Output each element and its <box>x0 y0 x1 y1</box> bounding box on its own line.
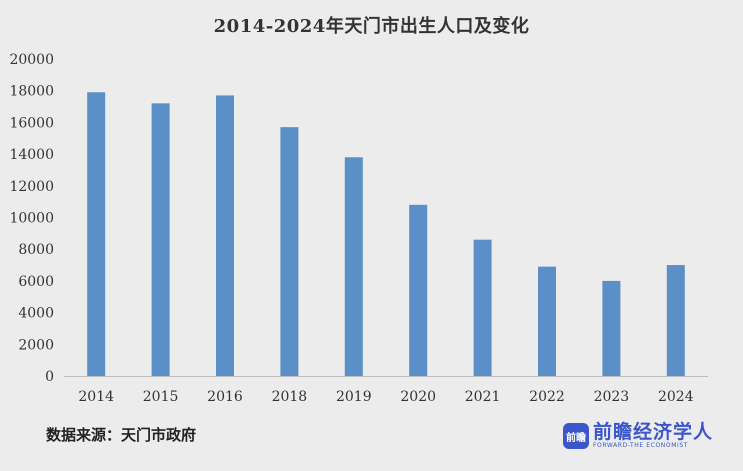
x-tick-label: 2022 <box>529 389 565 405</box>
bar-2022 <box>538 266 556 376</box>
y-tick-label: 2000 <box>18 337 54 353</box>
logo-mark-icon: 前瞻 <box>563 423 589 449</box>
x-tick-label: 2020 <box>400 389 436 405</box>
x-tick-label: 2015 <box>143 389 179 405</box>
x-tick-label: 2023 <box>594 389 630 405</box>
bar-2024 <box>666 265 685 376</box>
bar-2018 <box>280 127 299 376</box>
y-axis: 0 2000 4000 6000 8000 10000 12000 14000 16000 180… <box>9 52 54 385</box>
y-tick-label: 0 <box>45 369 54 385</box>
brand-logo: 前瞻 前瞻经济学人 FORWARD-THE ECONOMIST <box>563 419 713 453</box>
x-tick-label: 2019 <box>336 389 372 405</box>
y-tick-label: 10000 <box>9 211 54 227</box>
bar-2019 <box>344 157 363 376</box>
y-tick-label: 20000 <box>9 52 54 68</box>
bar-2023 <box>602 280 621 376</box>
bar-2021 <box>473 239 492 376</box>
data-source-note: 数据来源：天门市政府 <box>46 426 197 444</box>
x-tick-label: 2018 <box>272 389 308 405</box>
y-tick-label: 18000 <box>9 84 54 100</box>
y-tick-label: 6000 <box>18 274 54 290</box>
x-tick-label: 2024 <box>658 389 694 405</box>
x-tick-label: 2021 <box>465 389 501 405</box>
bar-2014 <box>87 92 106 376</box>
y-tick-label: 14000 <box>9 147 54 163</box>
logo-tagline: FORWARD-THE ECONOMIST <box>593 442 689 449</box>
logo-name: 前瞻经济学人 <box>593 421 714 443</box>
y-tick-label: 16000 <box>9 115 54 131</box>
bar-series <box>87 92 685 376</box>
y-tick-label: 8000 <box>18 242 54 258</box>
chart-title: 2014-2024年天门市出生人口及变化 <box>213 16 530 37</box>
bar-chart: 0 2000 4000 6000 8000 10000 12000 14000 16000 180… <box>9 52 708 405</box>
y-tick-label: 12000 <box>9 179 54 195</box>
bar-2015 <box>151 103 170 376</box>
y-tick-label: 4000 <box>18 306 54 322</box>
x-tick-label: 2016 <box>207 389 243 405</box>
x-axis: 2014 2015 2016 2018 2019 2020 2021 2022 2023 2024 <box>64 376 708 405</box>
x-tick-label: 2014 <box>78 389 114 405</box>
bar-2016 <box>216 95 234 376</box>
bar-2020 <box>409 204 428 376</box>
